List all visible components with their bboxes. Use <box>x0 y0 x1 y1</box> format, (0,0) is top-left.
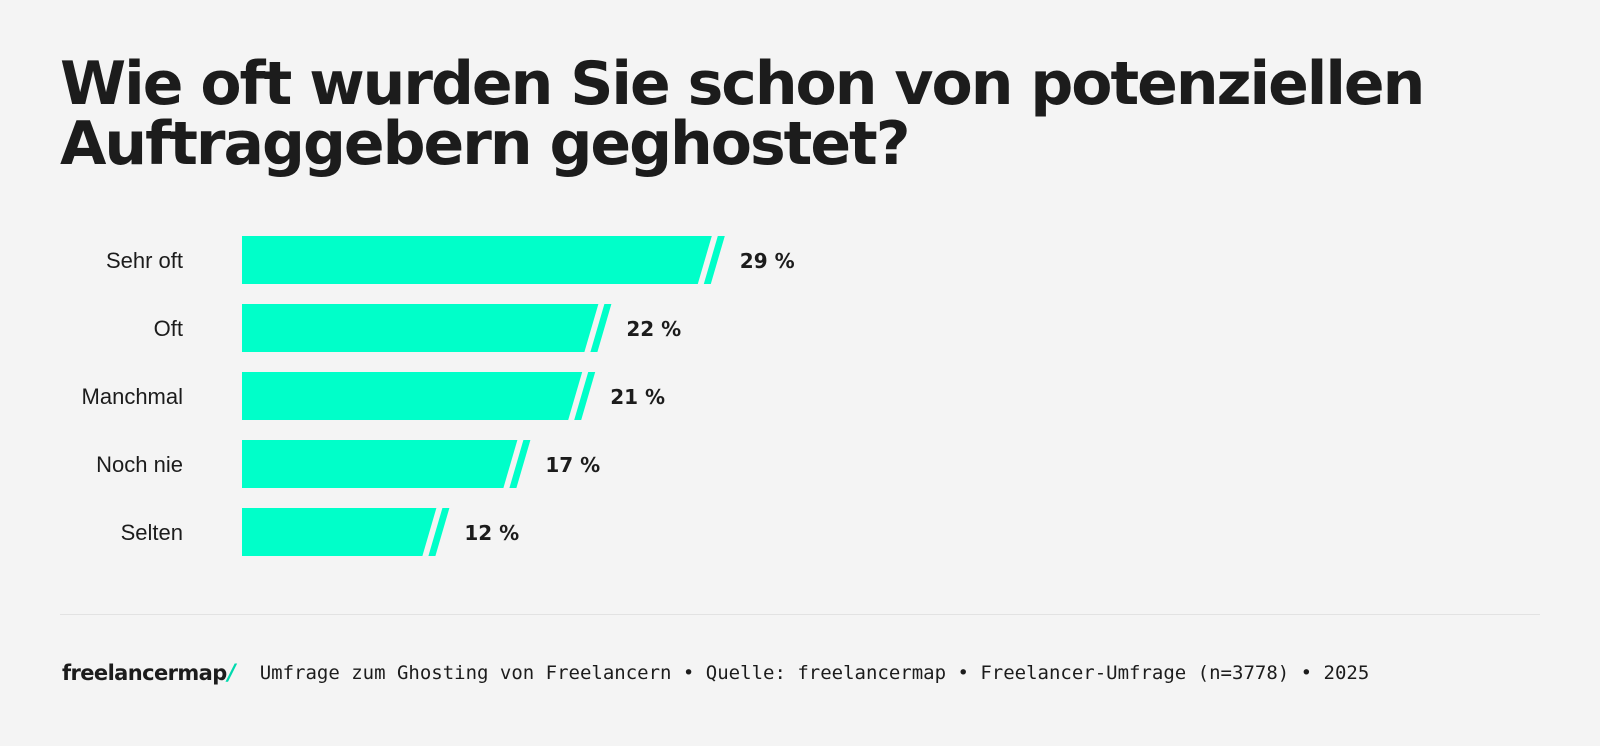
brand-logo-slash: / <box>227 660 236 686</box>
value-label: 12 % <box>464 521 519 545</box>
category-label: Sehr oft <box>106 248 183 273</box>
value-label: 17 % <box>545 453 600 477</box>
bar <box>242 304 599 352</box>
bar-chart-svg: Sehr oft 29 % Oft 22 % Manchmal 21 % Noch nie 1… <box>82 236 795 556</box>
bar-slash <box>428 508 450 556</box>
category-label: Oft <box>154 316 183 341</box>
footer-divider <box>60 614 1540 615</box>
category-label: Manchmal <box>82 384 183 409</box>
bar-chart: Sehr oft 29 % Oft 22 % Manchmal 21 % Noch nie 1… <box>0 222 1600 562</box>
category-label: Noch nie <box>96 452 183 477</box>
category-label: Selten <box>121 520 183 545</box>
bar-slash <box>509 440 531 488</box>
value-label: 29 % <box>740 249 795 273</box>
bar <box>242 372 583 420</box>
bar <box>242 440 518 488</box>
brand-logo: freelancermap <box>62 661 227 685</box>
bar-slash <box>703 236 725 284</box>
bar-slash <box>590 304 612 352</box>
bar <box>242 508 437 556</box>
value-label: 22 % <box>626 317 681 341</box>
bar-slash <box>574 372 596 420</box>
bar <box>242 236 712 284</box>
source-note: Umfrage zum Ghosting von Freelancern • Q… <box>259 662 1370 684</box>
footer: freelancermap / Umfrage zum Ghosting von … <box>62 658 1369 688</box>
chart-title: Wie oft wurden Sie schon von potenzielle… <box>60 49 1425 179</box>
value-label: 21 % <box>610 385 665 409</box>
